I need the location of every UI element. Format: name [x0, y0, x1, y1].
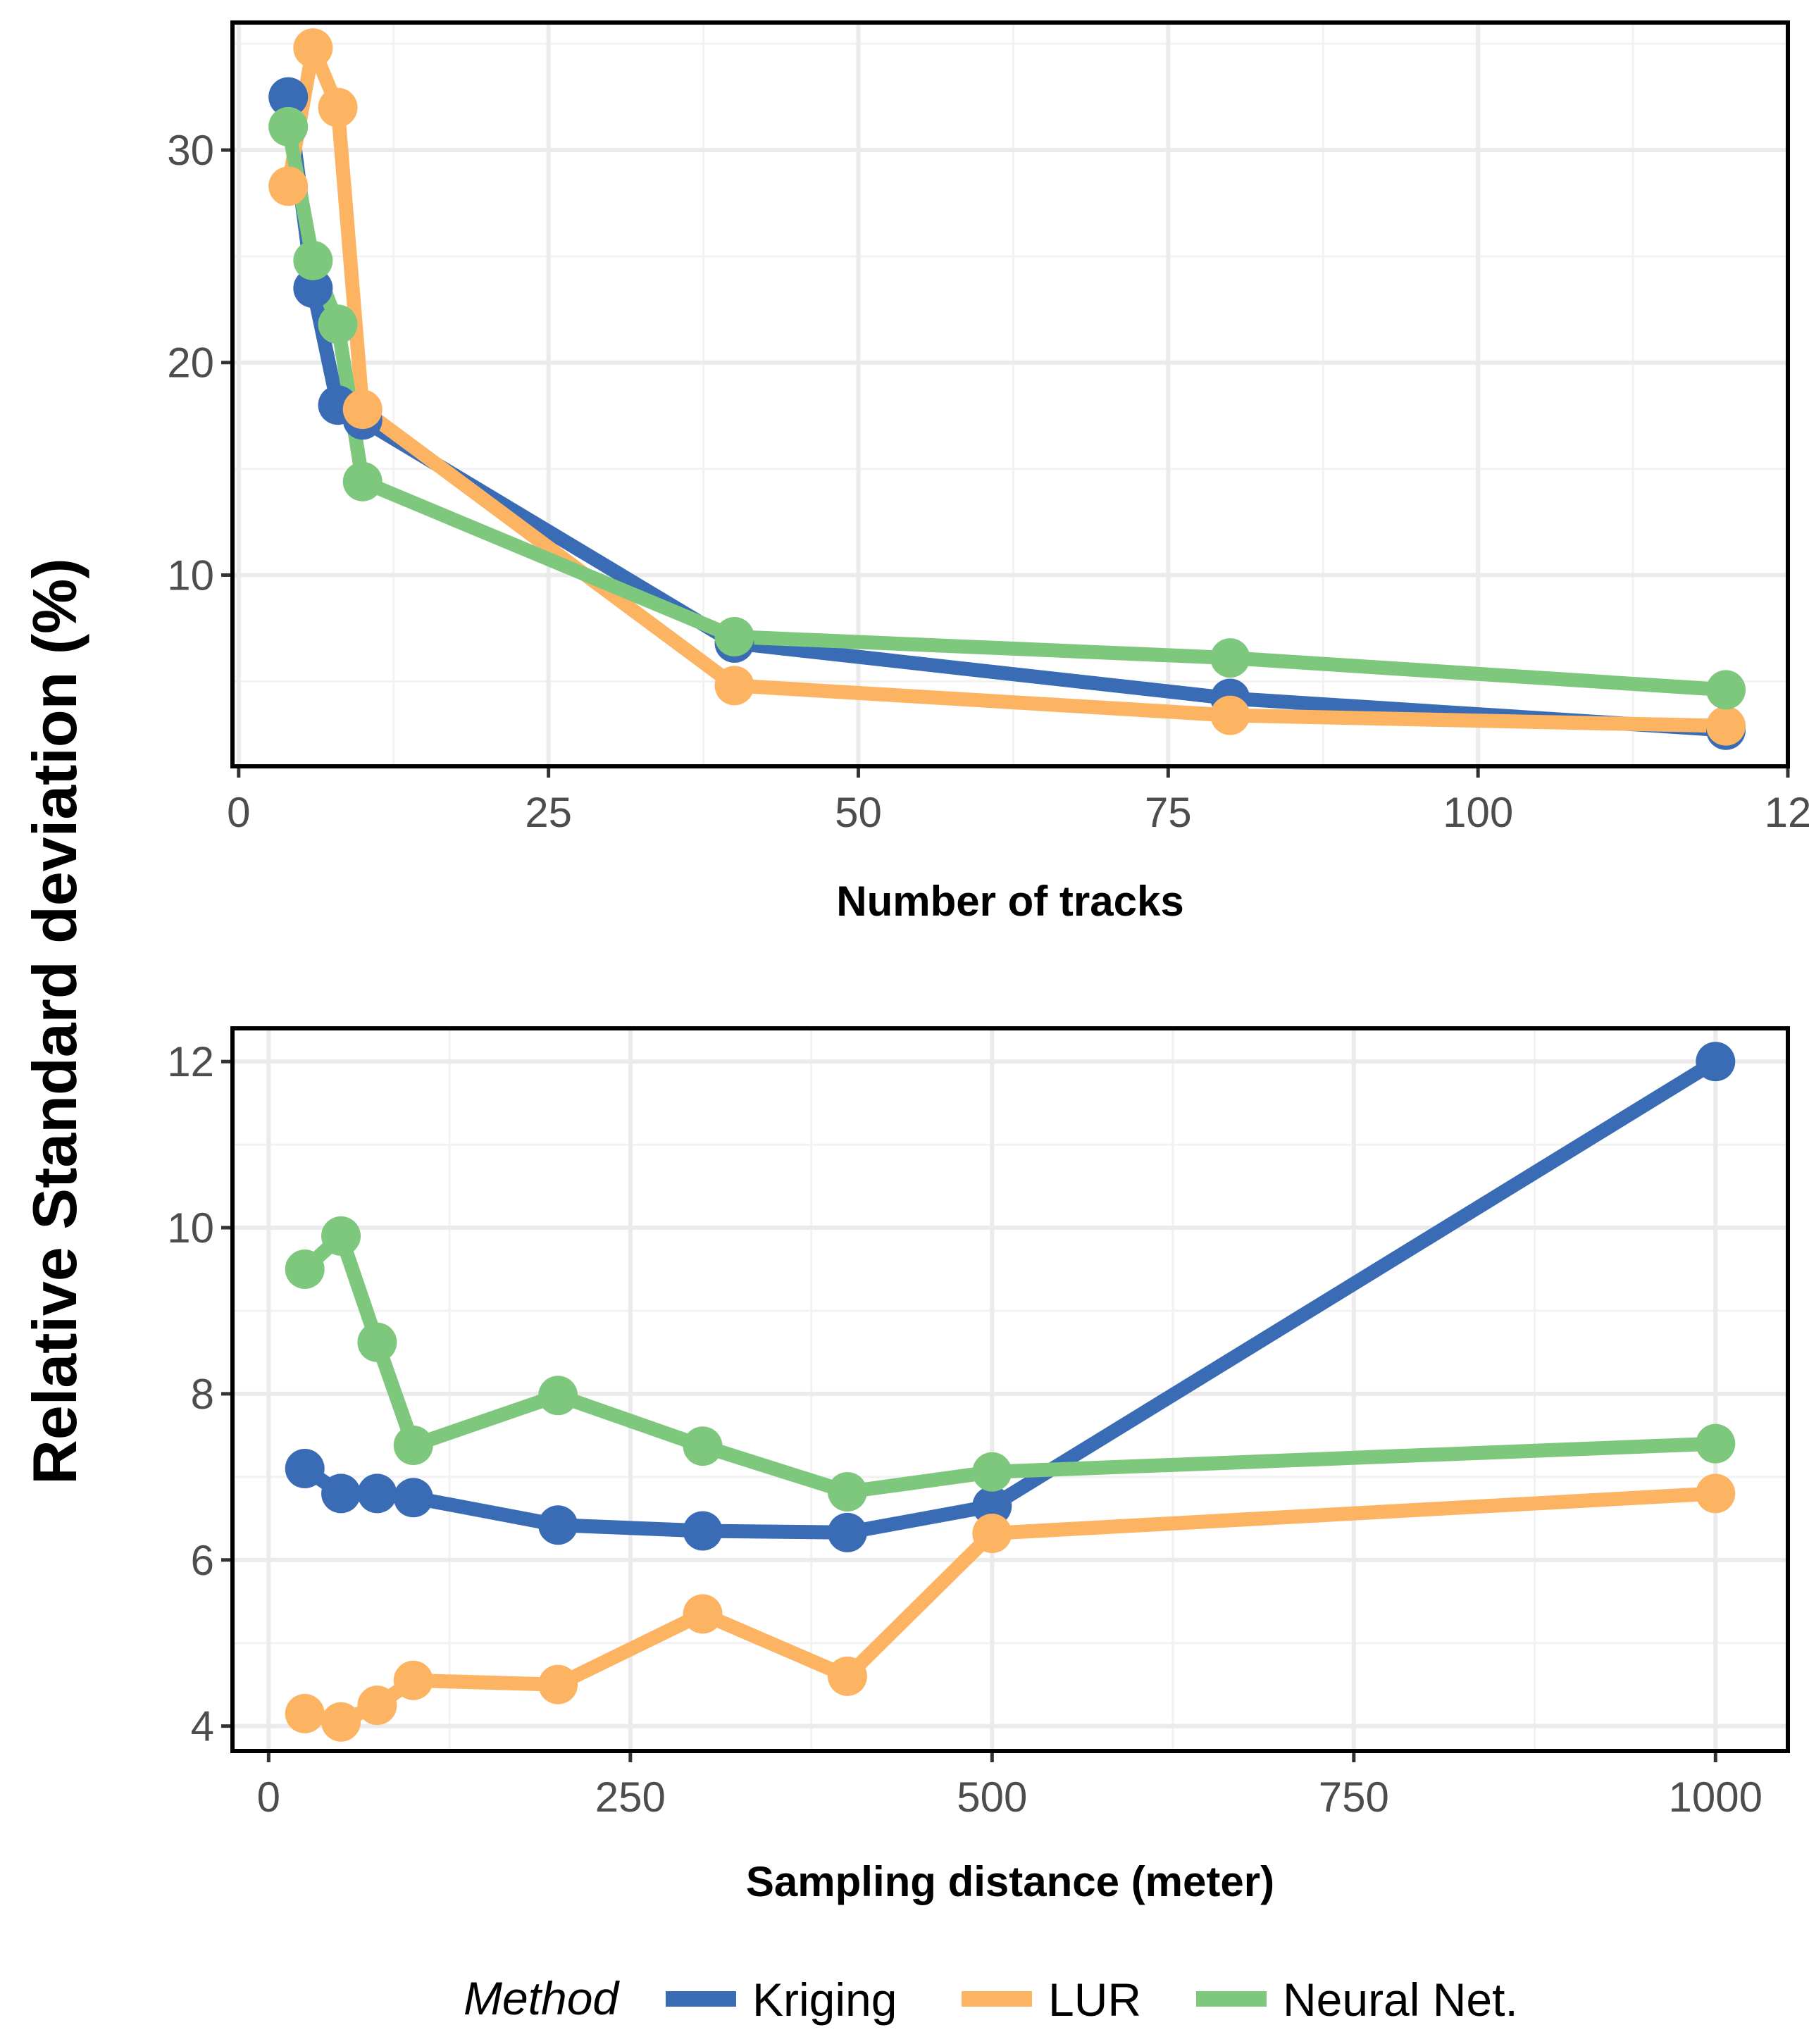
data-point-neural-net	[714, 616, 754, 656]
x-axis-title: Number of tracks	[836, 878, 1183, 925]
data-point-lur	[293, 28, 333, 68]
data-point-kriging	[972, 1486, 1012, 1526]
x-tick-label: 750	[1319, 1774, 1389, 1821]
x-tick-label: 250	[595, 1774, 666, 1821]
x-tick-label: 0	[257, 1774, 280, 1821]
data-point-kriging	[321, 1473, 361, 1514]
y-tick-label: 30	[167, 127, 214, 174]
x-tick-label: 1000	[1669, 1774, 1763, 1821]
data-point-neural-net	[321, 1216, 361, 1256]
y-tick-label: 8	[191, 1371, 214, 1418]
data-point-lur	[318, 87, 358, 127]
x-tick-label: 100	[1443, 789, 1513, 836]
data-point-neural-net	[1210, 638, 1250, 678]
x-tick-label: 12	[1765, 789, 1809, 836]
data-point-lur	[268, 166, 309, 206]
x-tick-label: 75	[1145, 789, 1192, 836]
y-tick-label: 10	[167, 551, 214, 599]
data-point-neural-net	[1696, 1423, 1736, 1464]
data-point-neural-net	[538, 1376, 578, 1416]
data-point-neural-net	[293, 240, 333, 280]
data-point-neural-net	[972, 1452, 1012, 1492]
data-point-kriging	[683, 1511, 723, 1551]
data-point-lur	[972, 1514, 1012, 1554]
x-tick-label: 50	[835, 789, 882, 836]
y-tick-label: 6	[191, 1537, 214, 1584]
data-point-kriging	[285, 1449, 325, 1489]
data-point-neural-net	[1706, 670, 1746, 710]
top-chart-panel: 0 25 50 75 100 12 10 20 30 Number of tracks	[167, 20, 1809, 925]
data-point-neural-net	[827, 1472, 867, 1512]
legend-label-neural-net: Neural Net.	[1283, 1974, 1518, 2026]
data-point-neural-net	[683, 1426, 723, 1466]
data-point-lur	[1210, 695, 1250, 735]
data-point-lur	[1696, 1473, 1736, 1514]
data-point-neural-net	[268, 106, 309, 147]
x-tick-label: 0	[227, 789, 250, 836]
data-point-kriging	[293, 268, 333, 309]
legend-title: Method	[464, 1972, 620, 2024]
data-point-lur	[714, 666, 754, 706]
bottom-chart-panel: 0 250 500 750 1000 4 6 8 10 12 Sampling distance (…	[167, 1026, 1790, 1905]
data-point-kriging	[827, 1512, 867, 1552]
data-point-lur	[827, 1656, 867, 1696]
data-point-lur	[538, 1664, 578, 1705]
legend-label-kriging: Kriging	[752, 1974, 897, 2026]
data-point-neural-net	[342, 461, 383, 501]
x-tick-label: 25	[525, 789, 572, 836]
panel-border	[230, 20, 1790, 768]
data-point-neural-net	[285, 1250, 325, 1289]
data-point-lur	[393, 1660, 433, 1700]
panel-border	[230, 1026, 1790, 1753]
data-point-kriging	[393, 1478, 433, 1518]
data-point-neural-net	[318, 304, 358, 344]
y-tick-label: 4	[191, 1703, 214, 1750]
data-point-lur	[342, 390, 383, 430]
data-point-lur	[683, 1594, 723, 1634]
y-tick-label: 20	[167, 339, 214, 387]
x-axis-title: Sampling distance (meter)	[746, 1858, 1274, 1905]
data-point-neural-net	[393, 1426, 433, 1466]
data-point-neural-net	[357, 1322, 397, 1362]
data-point-kriging	[268, 77, 309, 117]
data-point-kriging	[357, 1473, 397, 1514]
y-tick-label: 10	[167, 1204, 214, 1252]
legend-label-lur: LUR	[1048, 1974, 1141, 2026]
y-axis-title: Relative Standard deviation (%)	[20, 558, 89, 1484]
data-point-lur	[357, 1685, 397, 1726]
data-point-kriging	[1696, 1042, 1736, 1082]
plot-background	[232, 1028, 1788, 1751]
data-point-lur	[321, 1702, 361, 1742]
data-point-lur	[285, 1693, 325, 1733]
legend: Method Kriging LUR Neural Net.	[464, 1972, 1518, 2026]
data-point-kriging	[538, 1505, 578, 1545]
y-tick-label: 12	[167, 1038, 214, 1085]
x-tick-label: 500	[957, 1774, 1027, 1821]
data-point-lur	[1706, 706, 1746, 746]
